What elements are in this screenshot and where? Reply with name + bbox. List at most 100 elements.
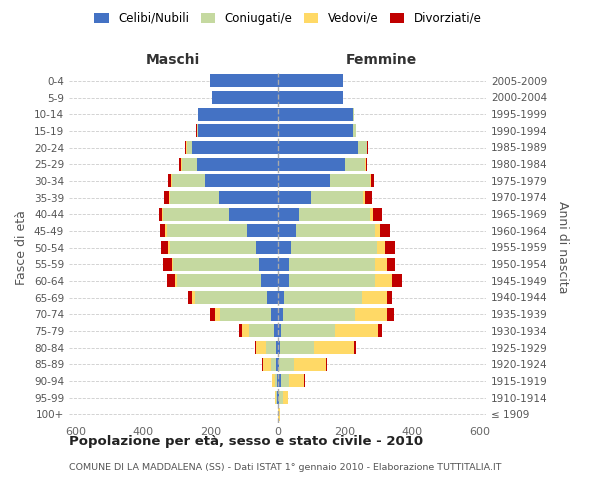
Bar <box>239 324 242 338</box>
Bar <box>255 341 256 354</box>
Bar <box>387 291 392 304</box>
Bar <box>281 374 289 388</box>
Bar <box>160 224 165 237</box>
Bar <box>249 324 274 338</box>
Bar <box>279 358 295 370</box>
Text: Maschi: Maschi <box>146 52 200 66</box>
Bar <box>167 274 175 287</box>
Bar <box>170 241 256 254</box>
Bar <box>311 191 363 204</box>
Text: COMUNE DI LA MADDALENA (SS) - Dati ISTAT 1° gennaio 2010 - Elaborazione TUTTITAL: COMUNE DI LA MADDALENA (SS) - Dati ISTAT… <box>69 462 502 471</box>
Bar <box>385 241 395 254</box>
Bar <box>210 308 215 320</box>
Bar <box>192 291 195 304</box>
Bar <box>362 291 387 304</box>
Bar <box>277 108 353 120</box>
Bar <box>167 174 171 188</box>
Bar <box>277 124 353 138</box>
Bar <box>176 274 260 287</box>
Bar <box>277 408 278 420</box>
Y-axis label: Anni di nascita: Anni di nascita <box>556 201 569 294</box>
Bar <box>195 291 268 304</box>
Bar <box>281 324 335 338</box>
Bar <box>197 158 277 170</box>
Bar <box>182 158 197 170</box>
Bar <box>279 391 283 404</box>
Bar <box>260 274 277 287</box>
Bar <box>188 291 192 304</box>
Bar <box>167 224 247 237</box>
Bar <box>205 174 277 188</box>
Bar <box>198 108 199 120</box>
Bar <box>392 274 402 287</box>
Bar <box>272 374 275 388</box>
Bar <box>367 141 368 154</box>
Bar <box>277 358 279 370</box>
Bar <box>263 358 271 370</box>
Bar <box>289 258 375 270</box>
Bar <box>277 208 299 220</box>
Bar <box>256 341 266 354</box>
Bar <box>373 208 382 220</box>
Bar <box>274 324 277 338</box>
Bar <box>370 208 373 220</box>
Bar <box>355 308 387 320</box>
Legend: Celibi/Nubili, Coniugati/e, Vedovi/e, Divorziati/e: Celibi/Nubili, Coniugati/e, Vedovi/e, Di… <box>91 8 485 28</box>
Bar <box>192 141 277 154</box>
Bar <box>256 241 277 254</box>
Bar <box>271 308 277 320</box>
Bar <box>284 291 362 304</box>
Bar <box>277 291 284 304</box>
Bar <box>161 241 168 254</box>
Bar <box>210 74 277 88</box>
Bar <box>335 324 379 338</box>
Bar <box>276 391 277 404</box>
Bar <box>165 224 167 237</box>
Bar <box>169 191 170 204</box>
Bar <box>314 341 354 354</box>
Bar <box>371 174 374 188</box>
Bar <box>277 341 280 354</box>
Text: Popolazione per età, sesso e stato civile - 2010: Popolazione per età, sesso e stato civil… <box>69 435 423 448</box>
Bar <box>277 174 329 188</box>
Bar <box>262 358 263 370</box>
Bar <box>247 224 277 237</box>
Bar <box>377 241 385 254</box>
Bar <box>291 241 377 254</box>
Bar <box>163 208 229 220</box>
Bar <box>187 141 192 154</box>
Bar <box>242 324 249 338</box>
Bar <box>277 91 343 104</box>
Bar <box>162 208 163 220</box>
Bar <box>277 391 279 404</box>
Bar <box>375 258 387 270</box>
Bar <box>199 124 277 138</box>
Bar <box>171 174 172 188</box>
Bar <box>353 108 354 120</box>
Bar <box>164 191 169 204</box>
Bar <box>185 141 187 154</box>
Bar <box>266 341 276 354</box>
Bar <box>365 191 371 204</box>
Bar <box>229 208 277 220</box>
Bar <box>296 224 375 237</box>
Bar <box>277 308 283 320</box>
Bar <box>163 258 172 270</box>
Bar <box>276 341 277 354</box>
Bar <box>278 408 280 420</box>
Bar <box>275 391 276 404</box>
Bar <box>379 324 382 338</box>
Bar <box>283 308 355 320</box>
Bar <box>199 108 277 120</box>
Bar <box>181 158 182 170</box>
Bar <box>277 74 343 88</box>
Bar <box>179 158 181 170</box>
Bar <box>277 241 291 254</box>
Bar <box>173 258 259 270</box>
Bar <box>370 174 371 188</box>
Bar <box>215 308 220 320</box>
Bar <box>276 358 277 370</box>
Bar <box>168 241 170 254</box>
Bar <box>326 358 327 370</box>
Bar <box>170 191 218 204</box>
